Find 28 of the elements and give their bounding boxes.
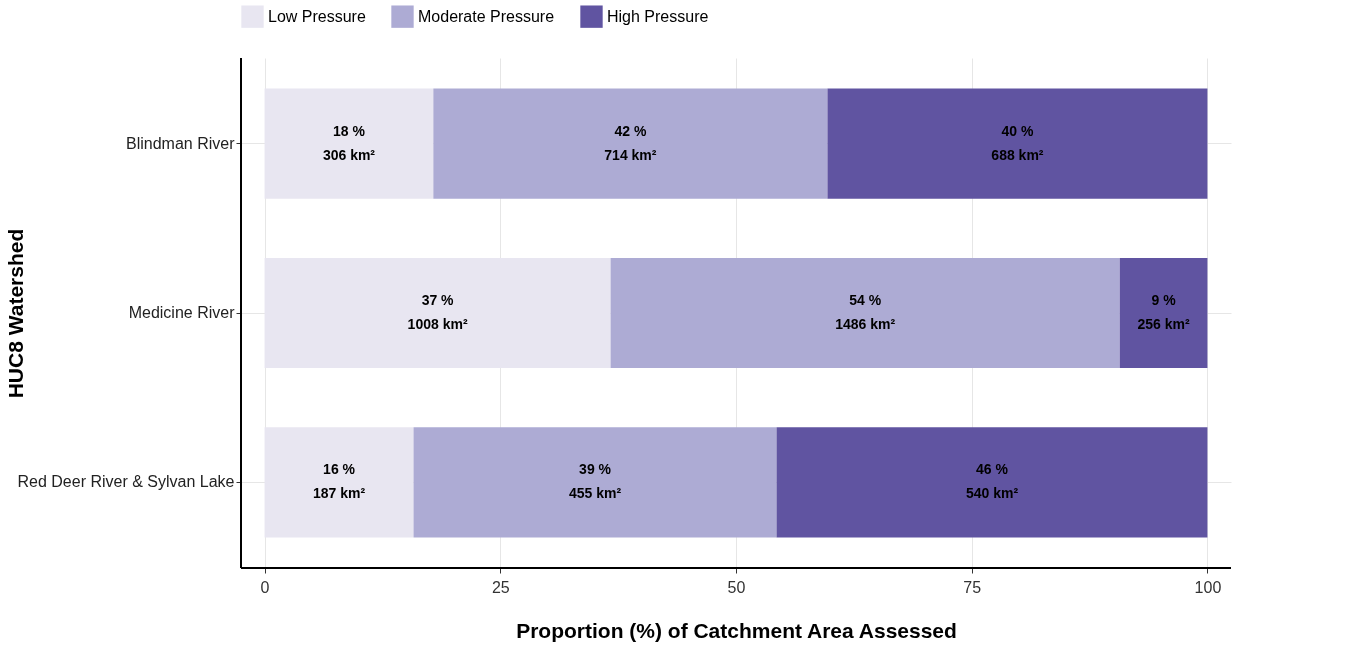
y-tick-label: Medicine River [128,304,236,321]
bar [827,88,1208,199]
legend-label: Low Pressure [268,7,366,25]
y-axis-title: HUC8 Watershed [3,228,27,399]
bar [433,88,828,199]
x-tick-label: 75 [963,578,982,596]
x-tick-label: 50 [727,578,746,596]
y-tick-label: Red Deer River & Sylvan Lake [17,473,235,491]
y-tick-label: Blindman River [126,134,236,152]
data-label: 46 % 540 km² [965,461,1019,502]
data-label: 37 % 1008 km² [407,292,468,332]
data-label: 42 % 714 km² [604,122,657,163]
bar [610,257,1120,369]
legend-label: Moderate Pressure [418,7,555,25]
data-label: 16 % 187 km² [312,461,366,502]
bar [413,427,777,538]
legend-label: High Pressure [607,7,709,25]
data-label: 9 % 256 km² [1137,292,1190,332]
data-label: 40 % 688 km² [991,122,1044,163]
x-tick-label: 0 [260,578,270,596]
x-tick-label: 100 [1194,578,1222,596]
bar [776,427,1208,538]
x-tick-label: 25 [491,578,510,596]
data-label: 18 % 306 km² [322,122,376,163]
data-label: 39 % 455 km² [568,461,622,502]
x-axis-title: Proportion (%) of Catchment Area Assessed [516,618,957,642]
bar [1119,257,1208,369]
data-label: 54 % 1486 km² [835,292,896,332]
